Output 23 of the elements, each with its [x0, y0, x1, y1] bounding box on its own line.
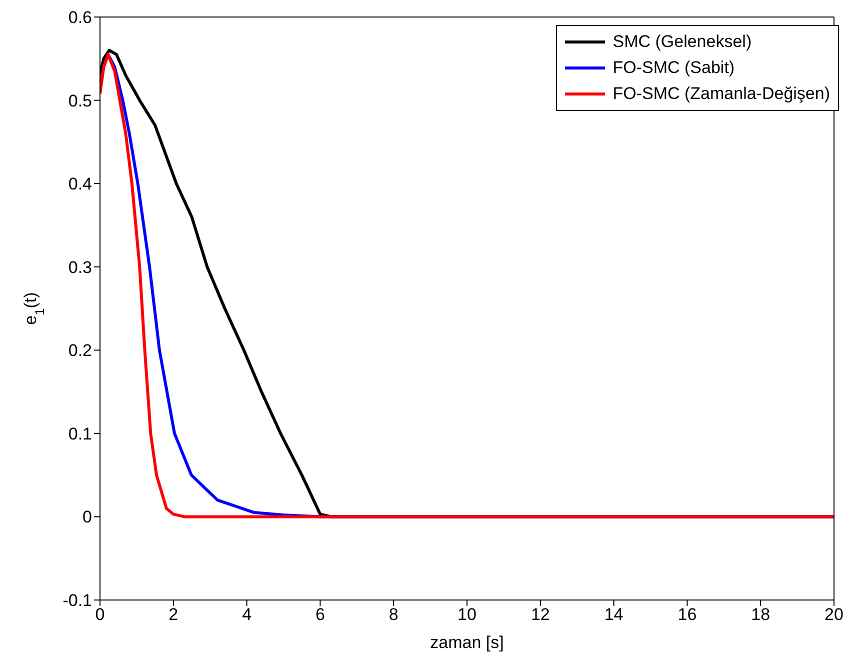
x-tick-label: 10: [458, 605, 476, 624]
y-tick-label: 0.2: [68, 341, 92, 360]
y-tick-label: 0.3: [68, 258, 92, 277]
x-tick-label: 18: [751, 605, 770, 624]
legend-label: FO-SMC (Sabit): [612, 58, 735, 78]
x-tick-label: 20: [824, 605, 844, 624]
y-tick-label: 0.4: [68, 174, 92, 194]
y-tick-label: 0.6: [68, 8, 92, 28]
x-tick-label: 8: [388, 605, 398, 624]
legend-label: SMC (Geleneksel): [612, 32, 752, 52]
legend-label: FO-SMC (Zamanla-Değişen): [612, 84, 830, 104]
x-tick-label: 2: [168, 605, 178, 624]
y-tick-label: 0.1: [68, 424, 92, 444]
y-tick-label: 0: [82, 508, 92, 527]
x-tick-label: 16: [678, 605, 697, 624]
x-tick-label: 0: [95, 605, 105, 624]
y-tick-label: 0.5: [68, 91, 92, 110]
x-axis-title: zaman [s]: [430, 633, 504, 652]
x-tick-label: 12: [530, 605, 550, 624]
x-tick-label: 14: [604, 605, 624, 624]
x-tick-label: 4: [242, 605, 252, 624]
x-tick-label: 6: [315, 605, 325, 624]
y-tick-label: -0.1: [62, 591, 92, 610]
